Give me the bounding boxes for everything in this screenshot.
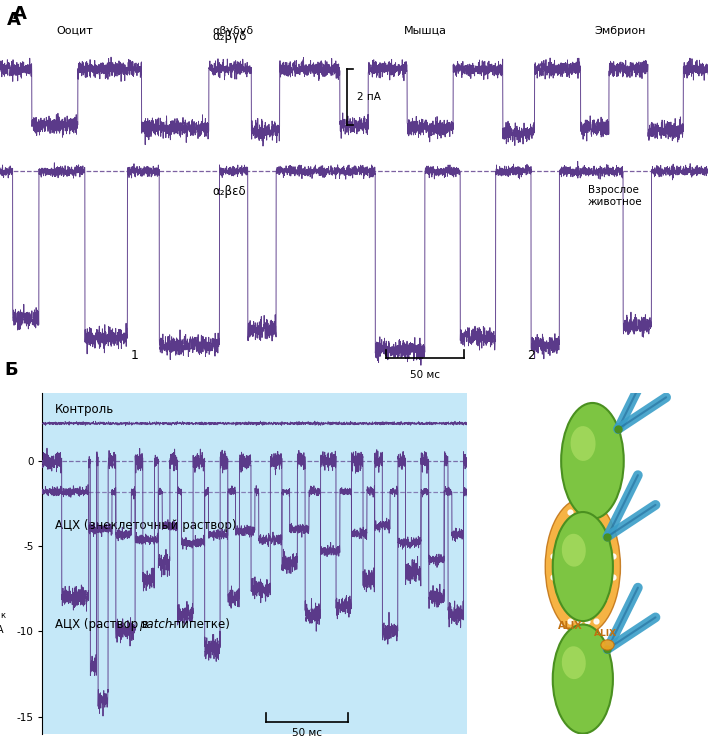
Text: Б: Б xyxy=(4,361,18,379)
Text: АЦХ (внеклеточный раствор): АЦХ (внеклеточный раствор) xyxy=(55,519,236,532)
Ellipse shape xyxy=(562,646,586,679)
Text: α₂βεδ: α₂βεδ xyxy=(212,185,246,199)
Text: Ооцит: Ооцит xyxy=(57,26,93,36)
Text: 2: 2 xyxy=(527,350,535,362)
Text: 50 мс: 50 мс xyxy=(410,370,440,380)
Text: ALIX: ALIX xyxy=(593,629,617,638)
Text: Взрослое
животное: Взрослое животное xyxy=(588,185,642,207)
Text: αβγδγδ: αβγδγδ xyxy=(212,26,253,36)
Text: -пипетке): -пипетке) xyxy=(169,618,230,631)
Ellipse shape xyxy=(561,403,624,519)
Text: α₂βγδ: α₂βγδ xyxy=(212,30,247,43)
Ellipse shape xyxy=(562,534,586,567)
Text: А: А xyxy=(13,5,27,23)
Ellipse shape xyxy=(545,499,620,635)
Ellipse shape xyxy=(553,512,613,621)
Ellipse shape xyxy=(571,426,595,461)
Text: , пА: , пА xyxy=(0,625,4,634)
Text: 2 пА: 2 пА xyxy=(357,92,381,102)
Text: А: А xyxy=(7,11,21,29)
Text: Контроль: Контроль xyxy=(55,403,115,416)
Text: к: к xyxy=(0,611,5,620)
Ellipse shape xyxy=(601,639,614,650)
Ellipse shape xyxy=(553,625,613,734)
Text: 1: 1 xyxy=(130,350,139,362)
Text: ALIX: ALIX xyxy=(559,621,583,631)
Text: 50 мс: 50 мс xyxy=(292,728,322,739)
Text: Мышца: Мышца xyxy=(404,26,447,36)
Text: patch: patch xyxy=(139,618,173,631)
Text: Эмбрион: Эмбрион xyxy=(595,26,646,36)
Text: АЦХ (раствор в: АЦХ (раствор в xyxy=(55,618,153,631)
